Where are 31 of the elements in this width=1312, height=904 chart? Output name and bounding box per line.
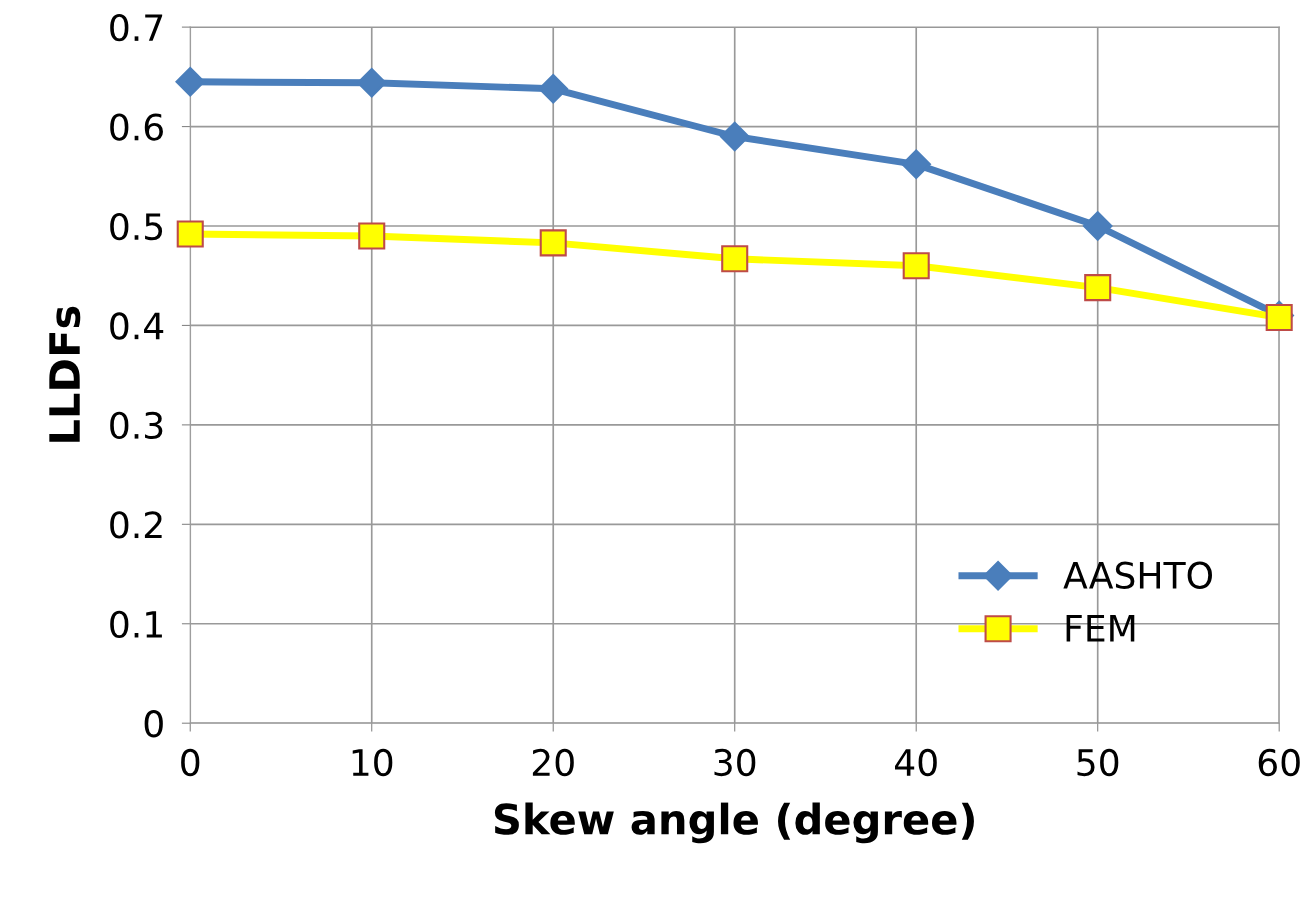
point xyxy=(719,121,750,152)
point xyxy=(1084,274,1112,302)
point xyxy=(176,220,204,248)
y-tick-label: 0.6 xyxy=(110,113,163,141)
x-tick-label: 30 xyxy=(714,748,756,777)
point xyxy=(358,222,386,250)
legend-label: AASHTO xyxy=(1063,561,1212,589)
y-tick-label: 0.1 xyxy=(110,610,162,638)
point xyxy=(901,149,931,180)
point xyxy=(356,68,387,98)
point xyxy=(721,245,749,273)
y-axis-title: LLDFs xyxy=(49,306,81,442)
legend-label: FEM xyxy=(1066,615,1135,642)
point xyxy=(539,229,567,257)
point xyxy=(175,67,206,97)
x-tick-label: 20 xyxy=(532,748,574,777)
x-tick-label: 40 xyxy=(895,748,937,777)
point xyxy=(538,73,569,104)
y-tick-label: 0.3 xyxy=(110,411,163,440)
x-tick-label: 10 xyxy=(352,748,393,777)
point xyxy=(1082,211,1113,241)
y-tick-label: 0.4 xyxy=(110,312,164,340)
y-tick-label: 0.5 xyxy=(110,212,163,241)
y-tick-label: 0.7 xyxy=(110,14,163,42)
x-tick-label: 50 xyxy=(1077,748,1119,777)
x-tick-label: 0 xyxy=(181,748,200,777)
x-tick-label: 60 xyxy=(1258,748,1300,777)
x-axis-title: Skew angle (degree) xyxy=(494,802,974,844)
y-tick-label: 0 xyxy=(144,710,163,738)
point xyxy=(902,252,930,280)
y-tick-label: 0.2 xyxy=(110,511,162,539)
